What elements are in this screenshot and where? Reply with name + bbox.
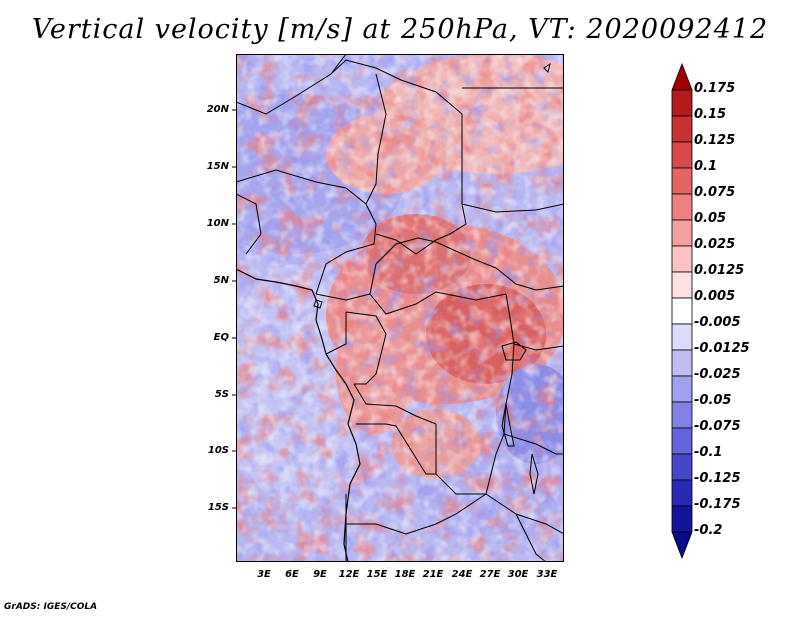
colorbar-label: 0.025 — [694, 237, 736, 252]
lon-label-24e: 24E — [451, 569, 473, 580]
colorbar-label: -0.175 — [694, 497, 741, 512]
colorbar-label: -0.05 — [694, 393, 732, 408]
lake-malawi — [529, 453, 539, 495]
lon-label-15e: 15E — [366, 569, 388, 580]
lat-label-15n: 15N — [206, 161, 229, 172]
colorbar-swatch — [671, 479, 693, 507]
colorbar-label: -0.005 — [694, 315, 741, 330]
colorbar-swatch — [671, 349, 693, 377]
map-title: Vertical velocity [m/s] at 250hPa, VT: 2… — [31, 14, 769, 45]
colorbar-swatch — [671, 505, 693, 533]
colorbar-label: 0.0125 — [694, 263, 745, 278]
colorbar-label: 0.125 — [694, 133, 736, 148]
border-drc-angola — [353, 383, 437, 425]
map-panel — [236, 54, 564, 562]
lon-label-9e: 9E — [313, 569, 327, 580]
border-mozambique — [515, 513, 547, 562]
colorbar-label: 0.175 — [694, 81, 736, 96]
border-tanzania — [503, 433, 564, 455]
map-border — [236, 54, 564, 562]
colorbar — [671, 62, 693, 560]
colorbar-label: -0.025 — [694, 367, 741, 382]
colorbar-swatch — [671, 89, 693, 117]
border-south-sudan — [495, 267, 564, 291]
colorbar-swatch — [671, 427, 693, 455]
border-algeria-libya — [236, 59, 463, 204]
border-drc-east — [503, 293, 515, 435]
colorbar-label: 0.075 — [694, 185, 736, 200]
contour-texture — [236, 54, 564, 562]
colorbar-swatch — [671, 141, 693, 169]
lon-label-27e: 27E — [479, 569, 501, 580]
lat-label-5n: 5N — [213, 275, 229, 286]
lat-label-20n: 20N — [206, 104, 229, 115]
lon-label-21e: 21E — [422, 569, 444, 580]
lon-label-33e: 33E — [536, 569, 558, 580]
lon-label-6e: 6E — [285, 569, 299, 580]
bioko-island — [313, 299, 323, 309]
colorbar-label: 0.1 — [694, 159, 718, 174]
colorbar-swatch — [671, 297, 693, 325]
velocity-map — [236, 54, 564, 562]
colorbar-swatch — [671, 219, 693, 247]
lat-ticks — [232, 109, 236, 509]
border-gabon — [325, 312, 347, 355]
lon-label-3e: 3E — [257, 569, 271, 580]
colorbar-label: 0.15 — [694, 107, 727, 122]
colorbar-swatch — [671, 375, 693, 403]
colorbar-label: 0.05 — [694, 211, 727, 226]
coastline-atlantic — [236, 268, 361, 562]
border-niger-chad — [365, 73, 387, 205]
colorbar-swatch — [671, 167, 693, 195]
border-chad-sudan — [375, 203, 467, 255]
border-angola-drc — [356, 423, 436, 475]
colorbar-label: -0.075 — [694, 419, 741, 434]
lake-tanganyika — [501, 403, 515, 447]
border-angola-namibia — [346, 493, 487, 535]
lon-label-18e: 18E — [394, 569, 416, 580]
colorbar-label: -0.125 — [694, 471, 741, 486]
lake-victoria — [501, 341, 527, 361]
border-benin — [236, 193, 262, 255]
colorbar-label: -0.1 — [694, 445, 723, 460]
colorbar-arrow-bottom — [671, 531, 693, 560]
footer-credit: GrADS: IGES/COLA — [4, 602, 98, 612]
border-congo — [345, 311, 387, 385]
border-nigeria-cameroon — [315, 203, 377, 295]
country-boundaries — [236, 54, 564, 562]
border-niger-nigeria — [236, 169, 367, 205]
lat-label-10s: 10S — [207, 445, 229, 456]
colorbar-swatch — [671, 193, 693, 221]
border-sudan-south — [461, 203, 564, 213]
border-north — [330, 54, 347, 75]
colorbar-swatch — [671, 245, 693, 273]
colorbar-swatch — [671, 401, 693, 429]
colorbar-swatch — [671, 453, 693, 481]
border-car-north — [375, 237, 497, 269]
colorbar-label: -0.0125 — [694, 341, 750, 356]
lat-label-5s: 5S — [214, 389, 229, 400]
lon-label-12e: 12E — [338, 569, 360, 580]
lat-label-15s: 15S — [207, 502, 229, 513]
border-cameroon-gabon — [315, 293, 371, 301]
border-zambia-zimbabwe — [485, 493, 564, 535]
lat-label-eq: EQ — [213, 332, 229, 343]
colorbar-label: 0.005 — [694, 289, 736, 304]
coast-fragment-northeast — [543, 62, 551, 73]
colorbar-label: -0.2 — [694, 523, 723, 538]
colorbar-swatch — [671, 115, 693, 143]
colorbar-arrow-top — [671, 62, 693, 91]
lon-label-30e: 30E — [507, 569, 529, 580]
lat-label-10n: 10N — [206, 218, 229, 229]
colorbar-swatch — [671, 323, 693, 351]
colorbar-swatch — [671, 271, 693, 299]
